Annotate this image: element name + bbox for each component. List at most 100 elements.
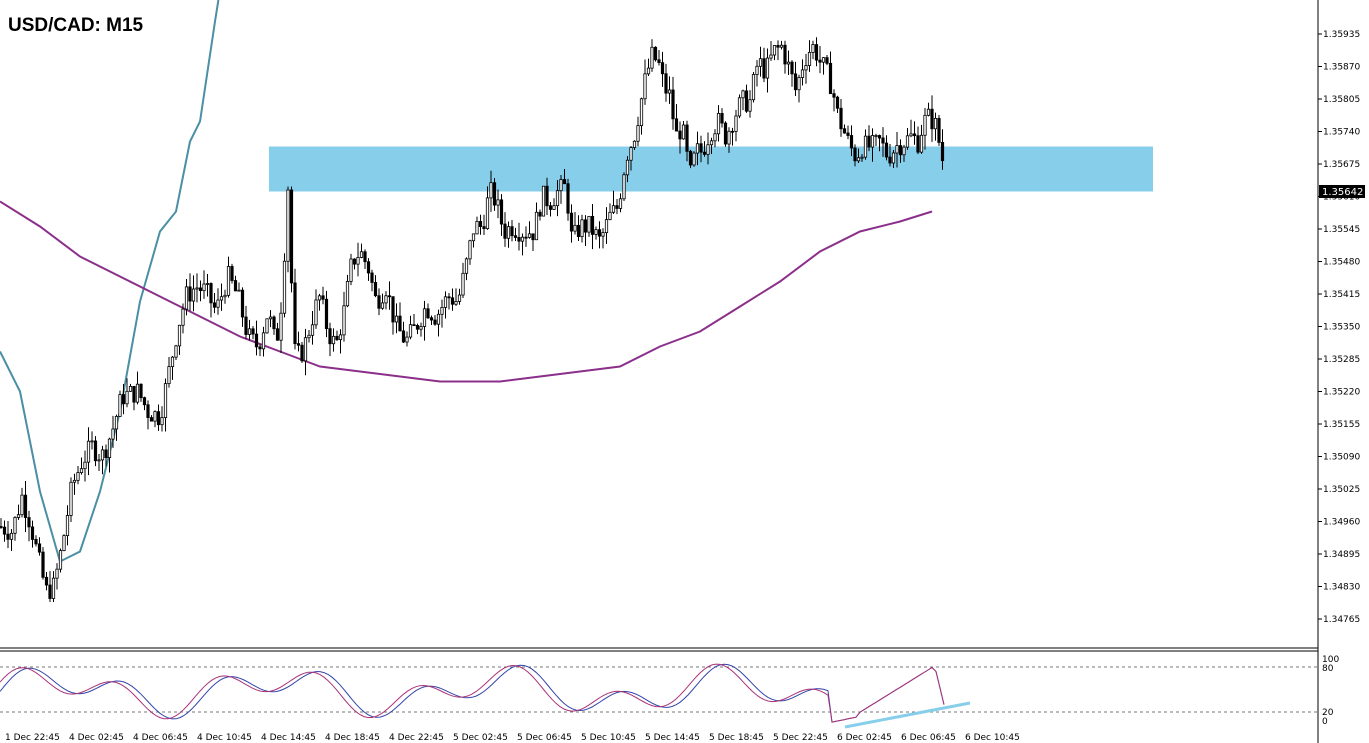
x-tick-label: 4 Dec 10:45 (197, 733, 252, 743)
candles (0, 37, 945, 603)
candle-bull (681, 124, 686, 140)
x-tick-label: 5 Dec 02:45 (453, 733, 508, 743)
candle-bull (489, 182, 493, 199)
candle-bear (426, 308, 430, 319)
candle-bear (898, 145, 903, 156)
candle-bull (303, 337, 308, 362)
candle-bull (65, 515, 70, 537)
candle-bear (538, 211, 542, 217)
divergence-line (844, 701, 971, 729)
candle-bear (429, 317, 434, 321)
y-tick-label: 1.34960 (1323, 518, 1360, 528)
osc-level-80: 80 (1322, 664, 1334, 674)
candle-bull (202, 283, 206, 292)
current-price-box (1319, 185, 1365, 198)
candle-bull (223, 294, 227, 298)
candle-bull (611, 205, 616, 213)
y-tick-label: 1.35870 (1323, 63, 1360, 73)
candle-bear (0, 526, 3, 528)
candle-bull (153, 411, 157, 422)
candle-bear (685, 124, 689, 152)
candle-bull (394, 315, 399, 323)
candle-bull (587, 215, 591, 233)
candle-bull (342, 305, 346, 336)
candle-bull (468, 240, 472, 260)
y-tick-label: 1.35805 (1323, 95, 1360, 105)
candle-bull (107, 438, 112, 458)
candle-bull (625, 159, 630, 176)
candle-bull (856, 157, 861, 162)
candle-bear (513, 235, 518, 238)
candle-bear (363, 251, 367, 263)
candle-bear (657, 59, 661, 63)
candle-bull (191, 288, 196, 302)
candle-bull (170, 356, 175, 368)
candle-bear (377, 295, 381, 309)
candle-bear (730, 130, 735, 133)
candle-bear (783, 44, 787, 65)
candle-bear (569, 212, 574, 232)
candle-bull (62, 535, 66, 551)
candle-bull (72, 479, 77, 483)
candle-bear (37, 543, 42, 553)
candle-bull (639, 98, 644, 127)
candle-bull (737, 97, 742, 117)
candle-bear (720, 113, 724, 124)
y-tick-label: 1.35935 (1323, 30, 1360, 40)
candle-bull (247, 328, 252, 335)
candle-bear (233, 280, 238, 292)
candle-bull (79, 468, 84, 474)
candle-bear (478, 221, 483, 227)
candle-bull (604, 219, 609, 234)
candle-bull (9, 532, 14, 540)
y-tick-label: 1.35155 (1323, 420, 1360, 430)
candle-bull (128, 386, 133, 392)
candle-bull (618, 198, 623, 209)
candle-bull (905, 135, 910, 148)
candle-bear (391, 296, 395, 323)
candle-bear (27, 517, 31, 528)
candle-bull (58, 550, 63, 570)
candle-bear (590, 215, 595, 235)
y-tick-label: 1.35220 (1323, 388, 1360, 398)
candle-bear (198, 287, 203, 292)
candle-bear (576, 224, 581, 238)
candle-bear (275, 328, 280, 341)
candle-bear (653, 46, 658, 61)
candle-bull (226, 266, 231, 296)
candle-bull (314, 299, 318, 326)
candle-bear (415, 325, 420, 330)
osc-main-line (0, 663, 945, 723)
candle-bear (744, 90, 749, 112)
candle-bull (573, 224, 577, 232)
candle-bear (324, 298, 329, 330)
y-tick-label: 1.35740 (1323, 128, 1360, 138)
candle-bear (41, 551, 45, 578)
x-tick-label: 6 Dec 10:45 (965, 733, 1020, 743)
candle-bull (923, 114, 927, 136)
ma-fast-line (0, 0, 220, 563)
candle-bear (790, 61, 794, 75)
candle-bull (51, 577, 56, 599)
candle-bear (940, 142, 945, 162)
candle-bear (321, 295, 325, 300)
candle-bull (384, 295, 388, 304)
candle-bull (800, 69, 805, 78)
candle-bear (188, 286, 192, 302)
candle-bear (212, 302, 217, 308)
osc-level-0: 0 (1322, 717, 1328, 727)
candle-bull (331, 335, 336, 345)
candle-bear (142, 397, 147, 406)
candle-bull (219, 296, 224, 301)
y-tick-label: 1.34765 (1323, 615, 1360, 625)
y-tick-label: 1.35025 (1323, 485, 1360, 495)
candle-bear (296, 343, 301, 346)
candle-bull (692, 152, 696, 166)
candle-bull (926, 108, 931, 116)
candle-bear (699, 143, 703, 153)
candle-bull (758, 58, 763, 67)
candle-bear (254, 333, 259, 348)
x-tick-label: 5 Dec 06:45 (517, 733, 572, 743)
candle-bear (846, 132, 850, 136)
